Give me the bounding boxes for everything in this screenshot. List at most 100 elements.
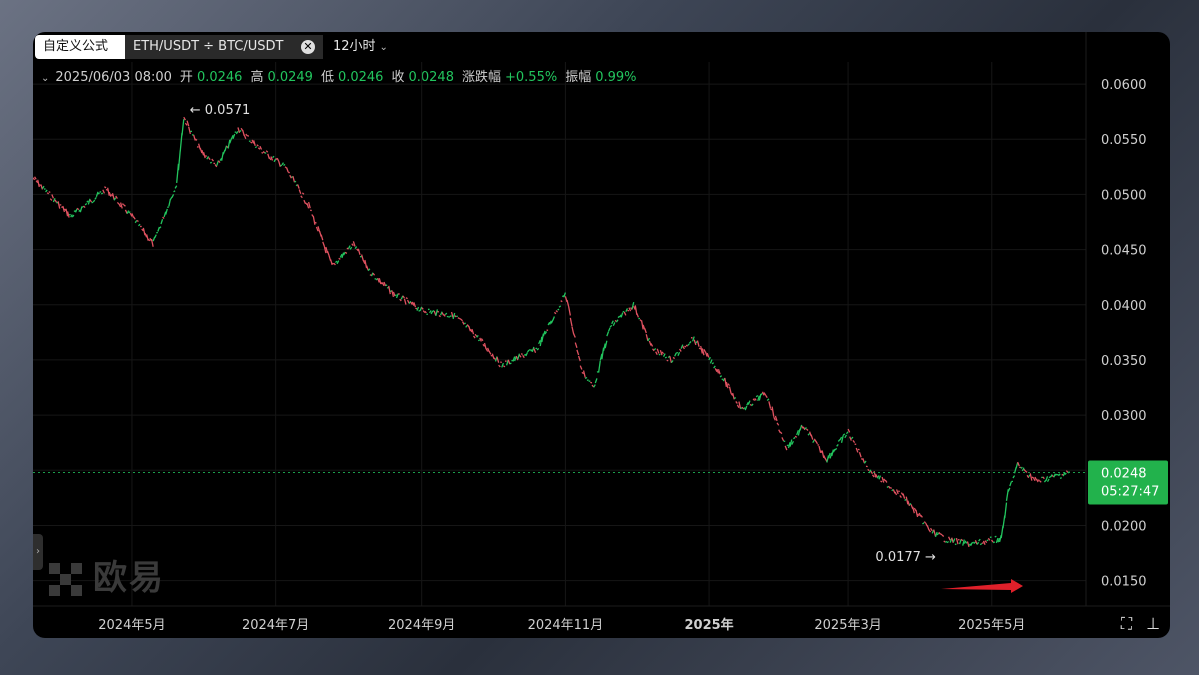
price-segment [352, 241, 356, 247]
price-segment [703, 349, 707, 353]
price-segment [444, 312, 448, 316]
price-segment [438, 314, 441, 318]
price-segment [609, 324, 613, 328]
price-segment [329, 259, 333, 266]
price-segment [905, 496, 909, 505]
price-segment [217, 160, 221, 164]
tab-custom-formula[interactable]: 自定义公式 [35, 35, 125, 59]
price-segment [971, 541, 975, 544]
price-segment [254, 146, 258, 149]
price-segment [435, 309, 439, 316]
current-price-countdown: 05:27:47 [1101, 484, 1159, 499]
price-segment [847, 428, 851, 433]
price-segment [406, 299, 410, 304]
low-annotation: 0.0177 → [875, 550, 936, 565]
close-icon[interactable]: ✕ [301, 40, 315, 54]
price-segment [351, 243, 354, 247]
price-segment [275, 157, 278, 161]
price-segment [408, 300, 412, 305]
price-segment [1064, 472, 1067, 475]
price-segment [242, 129, 245, 136]
price-segment [257, 147, 261, 150]
price-segment [611, 320, 614, 325]
amplitude-label: 振幅 [565, 70, 592, 85]
price-segment [558, 305, 562, 308]
price-segment [696, 340, 700, 347]
price-segment [54, 199, 58, 203]
price-segment [211, 158, 214, 162]
price-segment [459, 317, 462, 320]
price-segment [760, 392, 763, 396]
chevron-down-icon: ⌄ [379, 42, 388, 53]
price-segment [577, 355, 581, 362]
interval-label: 12小时 [333, 39, 376, 54]
price-segment [307, 201, 311, 209]
price-segment [987, 537, 991, 541]
price-segment [62, 205, 66, 213]
price-segment [933, 529, 937, 537]
price-segment [410, 301, 413, 305]
price-segment [315, 226, 319, 232]
price-segment [958, 539, 962, 545]
price-segment [994, 535, 997, 538]
collapse-chevron-icon[interactable]: ⌄ [41, 73, 50, 84]
price-segment [845, 431, 849, 435]
price-segment [349, 246, 353, 250]
price-segment [1023, 468, 1027, 472]
interval-selector[interactable]: 12小时 ⌄ [333, 35, 388, 59]
price-segment [858, 452, 862, 458]
price-segment [1050, 474, 1053, 478]
price-segment [45, 189, 48, 193]
price-segment [89, 199, 93, 203]
price-segment [251, 139, 255, 144]
expand-handle[interactable]: › [33, 534, 43, 570]
price-segment [74, 208, 78, 213]
price-segment [725, 381, 729, 389]
price-segment [834, 447, 838, 451]
price-segment [878, 475, 882, 480]
price-chart[interactable]: 0.0600 0.0550 0.0500 0.0450 0.0400 0.0350 0.03… [33, 32, 1170, 638]
price-segment [594, 378, 598, 384]
price-segment [943, 540, 946, 543]
price-segment [388, 285, 391, 295]
price-segment [372, 272, 376, 276]
price-segment [76, 207, 80, 211]
price-segment [888, 485, 891, 489]
price-segment [512, 356, 516, 362]
price-segment [960, 538, 964, 542]
price-segment [48, 191, 51, 194]
price-segment [684, 345, 687, 348]
fullscreen-icon[interactable]: ⛶ [1120, 614, 1133, 633]
price-segment [206, 155, 210, 160]
price-segment [493, 357, 496, 360]
price-segment [661, 351, 665, 355]
tab-pair[interactable]: ETH/USDT ÷ BTC/USDT [125, 35, 323, 59]
price-segment [392, 291, 396, 297]
price-segment [946, 540, 949, 544]
corner-tools: ⛶ ⊥ [1107, 614, 1160, 634]
price-segment [685, 344, 689, 347]
price-segment [128, 211, 131, 214]
high-annotation: ← 0.0571 [190, 103, 251, 118]
price-segment [840, 435, 844, 443]
price-segment [801, 425, 804, 429]
price-segment [623, 311, 627, 316]
price-segment [160, 219, 164, 225]
price-segment [490, 354, 493, 357]
price-segment [347, 245, 351, 249]
price-segment [733, 397, 737, 400]
price-segment [934, 531, 938, 538]
price-segment [766, 398, 770, 401]
price-segment [113, 197, 117, 201]
price-segment [776, 422, 780, 426]
price-segment [413, 302, 417, 308]
price-segment [364, 259, 368, 269]
price-segment [270, 156, 274, 161]
price-segment [884, 479, 888, 483]
change-label: 涨跌幅 [461, 70, 501, 85]
price-segment [141, 228, 144, 232]
price-segment [750, 403, 754, 407]
price-segment [297, 184, 300, 189]
price-segment [272, 155, 275, 159]
fit-axis-icon[interactable]: ⊥ [1146, 614, 1160, 633]
